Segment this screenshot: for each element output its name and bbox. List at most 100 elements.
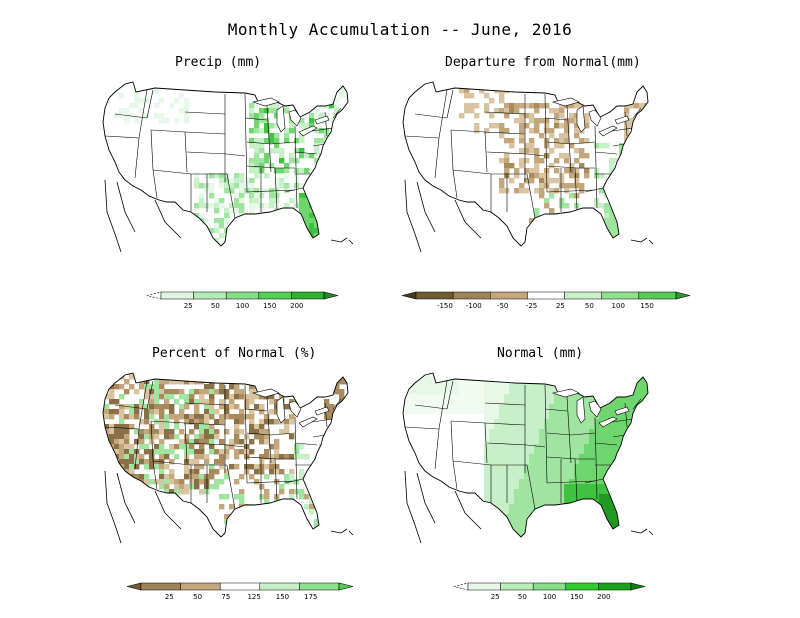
map-cell (554, 424, 560, 430)
map-cell (564, 414, 570, 420)
map-cell (514, 449, 520, 455)
map-cell (334, 374, 340, 380)
map-cell (514, 494, 520, 500)
map-cell (599, 188, 605, 194)
map-cell (144, 414, 150, 420)
map-cell (209, 203, 215, 209)
map-cell (454, 384, 460, 390)
map-cell (269, 108, 275, 114)
map-cell (624, 439, 630, 445)
border-stub (454, 490, 482, 530)
map-cell (289, 153, 295, 159)
map-cell (639, 424, 645, 430)
state-line (184, 422, 188, 464)
map-cell (404, 379, 410, 385)
map-cell (119, 424, 125, 430)
map-cell (264, 238, 270, 244)
map-cell (324, 228, 330, 234)
map-cell (504, 539, 509, 544)
map-cell (564, 424, 570, 430)
map-cell (649, 123, 654, 128)
map-cell (644, 534, 648, 537)
map-cell (584, 379, 590, 385)
map-cell (579, 519, 585, 525)
map-cell (469, 399, 475, 405)
map-cell (584, 514, 590, 520)
map-cell (339, 88, 345, 94)
map-cell (619, 384, 625, 390)
map-cell (544, 524, 550, 530)
map-cell (499, 404, 505, 410)
map-cell (334, 153, 340, 159)
map-cell (634, 243, 640, 246)
map-cell (524, 384, 530, 390)
map-cell (579, 389, 585, 395)
map-cell (224, 208, 230, 214)
map-cell (403, 373, 405, 375)
map-cell (259, 113, 265, 119)
map-cell (649, 379, 654, 384)
map-cell (644, 208, 648, 214)
state-line (294, 125, 298, 209)
map-cell (139, 459, 145, 465)
map-cell (469, 384, 475, 390)
map-cell (269, 419, 275, 425)
map-cell (319, 223, 325, 229)
map-cell (264, 218, 270, 224)
map-cell (259, 203, 265, 209)
map-cell (649, 138, 654, 143)
map-cell (259, 419, 265, 425)
map-cell (329, 409, 335, 415)
map-cell (614, 238, 620, 244)
map-cell (634, 444, 640, 450)
map-cell (559, 379, 565, 385)
map-cell (529, 409, 535, 415)
state-line (526, 173, 536, 219)
map-cell (209, 188, 215, 194)
map-cell (329, 218, 335, 224)
state-line (266, 105, 272, 173)
map-cell (474, 113, 480, 119)
map-cell (114, 409, 120, 415)
map-cell (479, 373, 485, 375)
state-line (152, 169, 158, 199)
border-stub (116, 472, 136, 524)
map-cell (529, 469, 535, 475)
map-cell (164, 399, 170, 405)
map-cell (569, 534, 575, 537)
map-cell (509, 494, 515, 500)
map-cell (249, 414, 255, 420)
map-cell (324, 243, 330, 246)
map-cell (269, 203, 275, 209)
map-cell (629, 469, 635, 475)
map-cell (324, 173, 330, 179)
map-cell (579, 183, 585, 189)
map-cell (519, 459, 525, 465)
map-cell (234, 228, 240, 234)
map-cell (339, 93, 345, 99)
map-cell (509, 454, 515, 460)
state-line (570, 141, 596, 145)
map-cell (584, 529, 590, 535)
map-cell (414, 399, 420, 405)
map-cell (584, 138, 590, 144)
map-cell (549, 188, 555, 194)
map-cell (484, 474, 490, 480)
map-cell (289, 248, 294, 253)
map-cell (103, 469, 105, 475)
map-cell (214, 223, 220, 229)
map-cell (349, 153, 354, 158)
map-cell (559, 499, 565, 505)
map-cell (204, 218, 210, 224)
map-cell (179, 108, 185, 114)
map-cell (249, 429, 255, 435)
map-cell (499, 429, 505, 435)
map-cell (264, 384, 270, 390)
map-cell (319, 98, 325, 104)
map-cell (489, 404, 495, 410)
map-cell (569, 514, 575, 520)
map-cell (599, 394, 605, 400)
map-cell (324, 494, 330, 500)
map-cell (439, 374, 445, 380)
map-cell (574, 524, 580, 530)
